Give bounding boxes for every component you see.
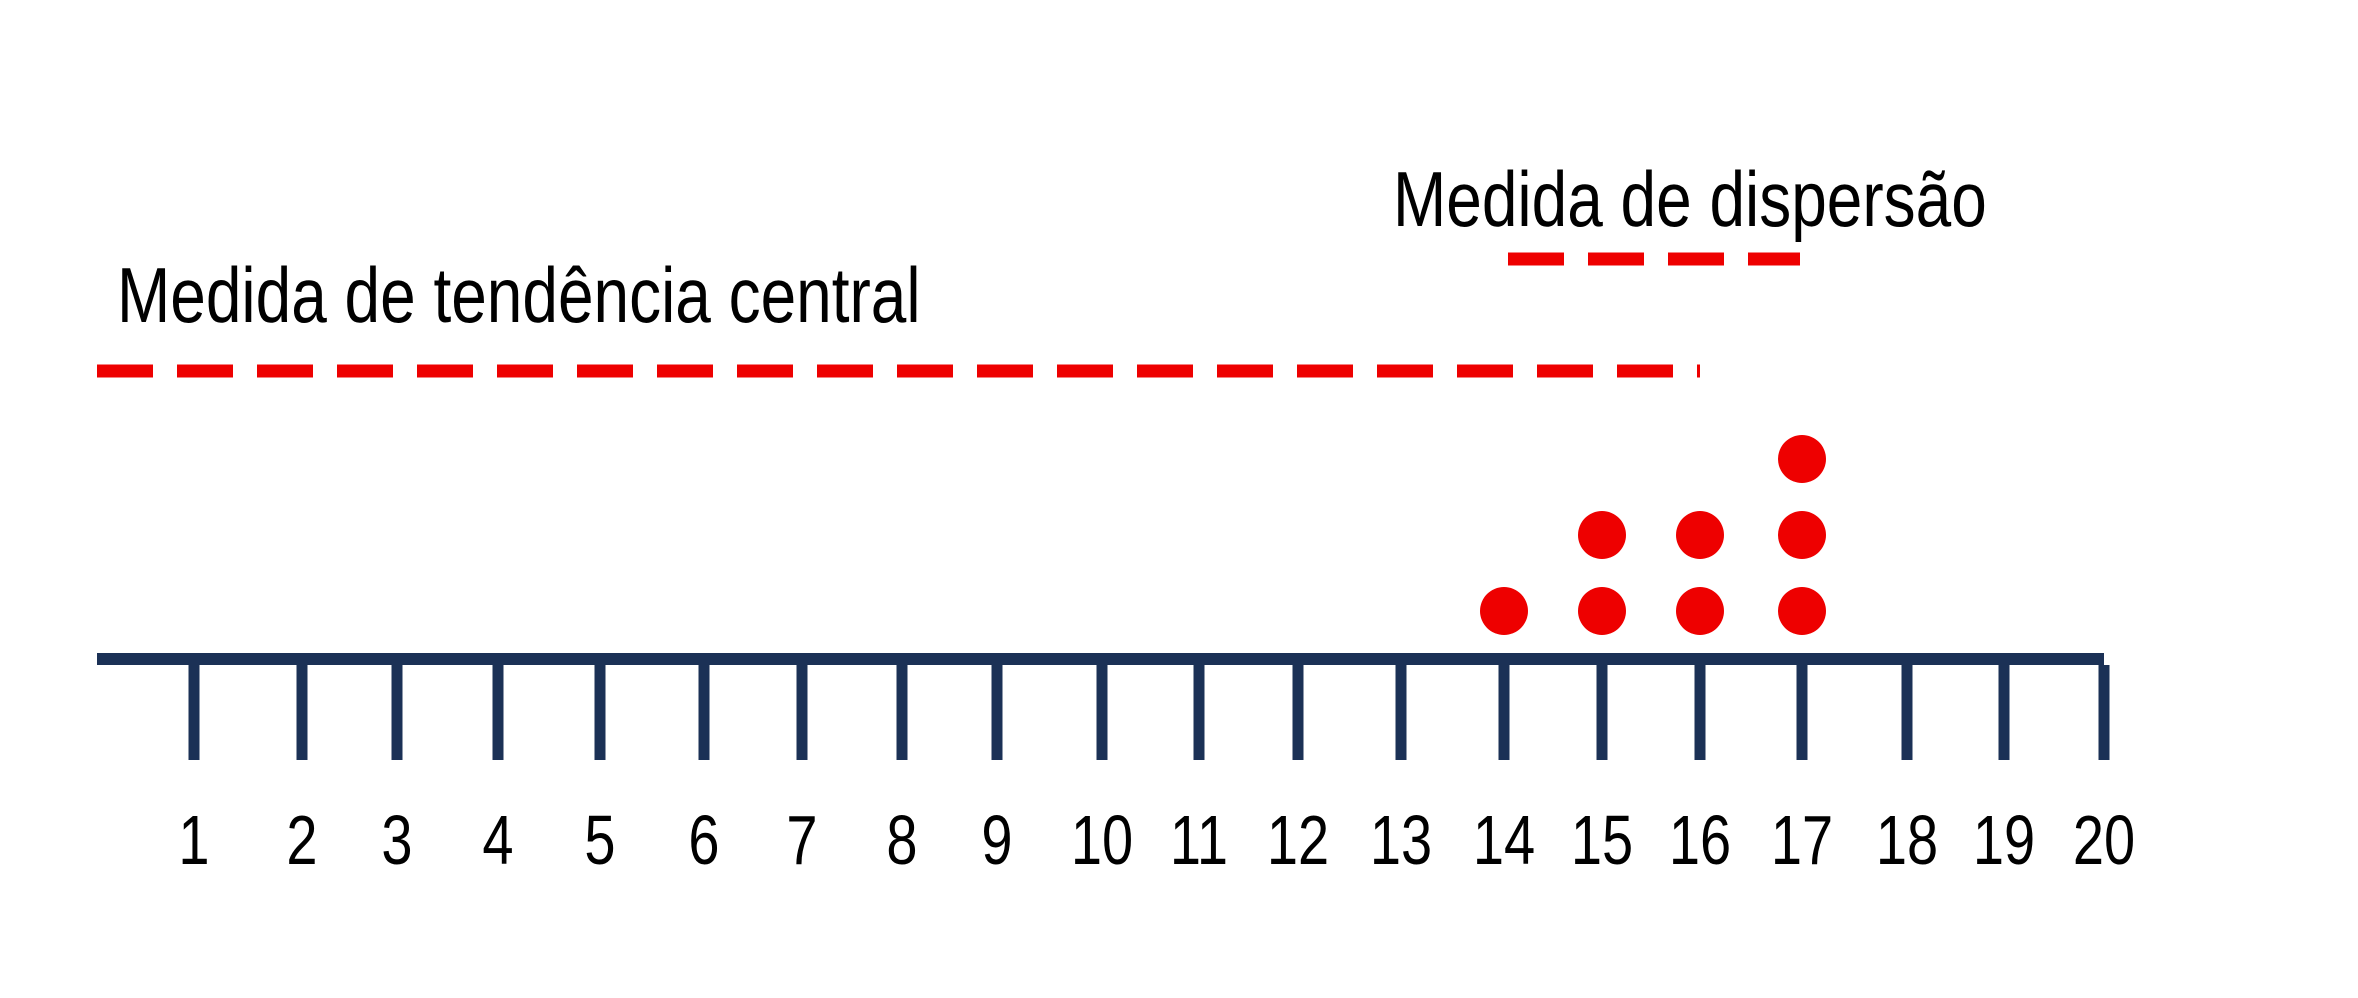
tick-label: 8 xyxy=(886,801,918,879)
tick-label: 12 xyxy=(1266,801,1330,879)
data-point xyxy=(1778,511,1826,559)
tick-label: 6 xyxy=(688,801,720,879)
data-point xyxy=(1578,511,1626,559)
axis-ticks xyxy=(188,665,2110,760)
tick-label: 10 xyxy=(1070,801,1134,879)
tick-label: 18 xyxy=(1875,801,1939,879)
tick-label: 20 xyxy=(2072,801,2136,879)
data-point xyxy=(1480,587,1528,635)
dispersion-label: Medida de dispersão xyxy=(1393,155,1987,243)
data-point xyxy=(1778,435,1826,483)
tick-label: 14 xyxy=(1472,801,1536,879)
data-point xyxy=(1676,511,1724,559)
tick-label: 9 xyxy=(981,801,1013,879)
tick-label: 4 xyxy=(482,801,514,879)
tick-label: 7 xyxy=(786,801,818,879)
tick-label: 3 xyxy=(381,801,413,879)
data-point xyxy=(1578,587,1626,635)
tick-label: 2 xyxy=(286,801,318,879)
tick-label: 13 xyxy=(1369,801,1433,879)
tick-label: 17 xyxy=(1770,801,1834,879)
data-point xyxy=(1676,587,1724,635)
tick-label: 11 xyxy=(1169,801,1229,879)
central-tendency-label: Medida de tendência central xyxy=(117,251,921,339)
tick-label: 16 xyxy=(1668,801,1732,879)
tick-label: 19 xyxy=(1972,801,2036,879)
tick-label: 1 xyxy=(178,801,210,879)
data-points xyxy=(1480,435,1826,635)
data-point xyxy=(1778,587,1826,635)
tick-label: 5 xyxy=(584,801,616,879)
tick-label: 15 xyxy=(1570,801,1634,879)
